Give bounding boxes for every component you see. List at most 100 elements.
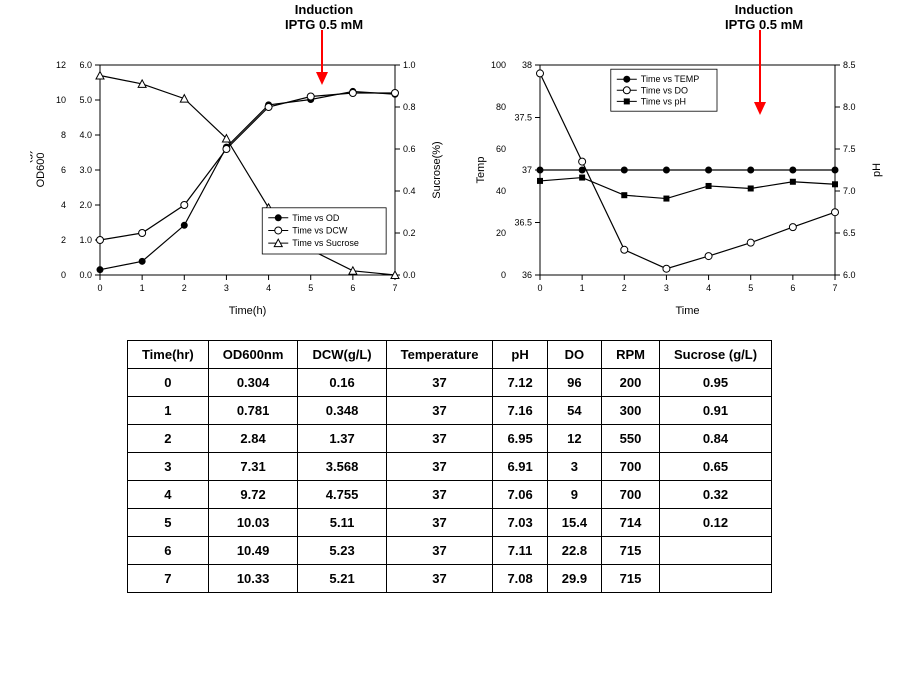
table-cell: 700 (602, 453, 660, 481)
table-cell: 0.91 (659, 397, 771, 425)
table-cell: 37 (386, 397, 493, 425)
svg-text:pH: pH (871, 163, 883, 177)
table-cell: 22.8 (547, 537, 601, 565)
svg-text:36: 36 (522, 270, 532, 280)
chart1-induction-arrow (312, 30, 332, 90)
table-header-cell: DCW(g/L) (298, 341, 386, 369)
table-cell: 37 (386, 369, 493, 397)
svg-text:0.8: 0.8 (403, 102, 416, 112)
svg-text:0.6: 0.6 (403, 144, 416, 154)
table-cell: 7.12 (493, 369, 547, 397)
svg-text:4: 4 (706, 283, 711, 293)
svg-text:100: 100 (491, 60, 506, 70)
svg-text:0: 0 (61, 270, 66, 280)
svg-text:2: 2 (182, 283, 187, 293)
chart2-induction-label: InductionIPTG 0.5 mM (725, 2, 803, 32)
table-cell: 12 (547, 425, 601, 453)
table-header-cell: RPM (602, 341, 660, 369)
svg-text:37: 37 (522, 165, 532, 175)
svg-text:6: 6 (61, 165, 66, 175)
table-row: 10.7810.348377.16543000.91 (127, 397, 771, 425)
svg-text:7.0: 7.0 (843, 186, 856, 196)
table-row: 710.335.21377.0829.9715 (127, 565, 771, 593)
table-cell: 715 (602, 537, 660, 565)
table-cell: 1.37 (298, 425, 386, 453)
table-body: 00.3040.16377.12962000.9510.7810.348377.… (127, 369, 771, 593)
table-cell: 7 (127, 565, 208, 593)
table-cell: 7.11 (493, 537, 547, 565)
table-cell: 10.03 (208, 509, 298, 537)
table-head: Time(hr)OD600nmDCW(g/L)TemperaturepHDORP… (127, 341, 771, 369)
table-cell: 0.781 (208, 397, 298, 425)
table-header-cell: DO (547, 341, 601, 369)
table-cell: 5.11 (298, 509, 386, 537)
table-cell: 15.4 (547, 509, 601, 537)
svg-text:7.5: 7.5 (843, 144, 856, 154)
table-cell: 54 (547, 397, 601, 425)
table-cell: 0.95 (659, 369, 771, 397)
table-cell: 7.03 (493, 509, 547, 537)
svg-text:7: 7 (832, 283, 837, 293)
svg-text:8.0: 8.0 (843, 102, 856, 112)
svg-text:2: 2 (622, 283, 627, 293)
svg-text:3: 3 (224, 283, 229, 293)
svg-text:2.0: 2.0 (79, 200, 92, 210)
table-cell: 2.84 (208, 425, 298, 453)
table-cell: 96 (547, 369, 601, 397)
table-cell: 7.16 (493, 397, 547, 425)
table-cell: 2 (127, 425, 208, 453)
svg-text:3.0: 3.0 (79, 165, 92, 175)
chart2-induction-arrow (750, 30, 770, 120)
svg-text:Time vs TEMP: Time vs TEMP (641, 74, 700, 84)
data-table: Time(hr)OD600nmDCW(g/L)TemperaturepHDORP… (127, 340, 772, 593)
table-cell: 37 (386, 425, 493, 453)
table-cell: 9.72 (208, 481, 298, 509)
svg-text:20: 20 (496, 228, 506, 238)
svg-text:12: 12 (56, 60, 66, 70)
svg-text:DCW(g): DCW(g) (30, 150, 33, 190)
chart1-induction-label: InductionIPTG 0.5 mM (285, 2, 363, 32)
svg-text:1: 1 (580, 283, 585, 293)
table-cell: 3.568 (298, 453, 386, 481)
svg-text:Time: Time (675, 305, 699, 317)
svg-text:5: 5 (748, 283, 753, 293)
table-cell: 550 (602, 425, 660, 453)
svg-text:80: 80 (496, 102, 506, 112)
svg-text:6: 6 (350, 283, 355, 293)
table-cell: 300 (602, 397, 660, 425)
svg-text:5.0: 5.0 (79, 95, 92, 105)
table-cell: 5 (127, 509, 208, 537)
svg-text:6: 6 (790, 283, 795, 293)
svg-text:4.0: 4.0 (79, 130, 92, 140)
table-cell: 9 (547, 481, 601, 509)
table-cell: 4.755 (298, 481, 386, 509)
svg-text:7: 7 (392, 283, 397, 293)
table-cell: 0.348 (298, 397, 386, 425)
svg-text:8: 8 (61, 130, 66, 140)
svg-text:0: 0 (537, 283, 542, 293)
chart1-block: InductionIPTG 0.5 mM 01234567Time(h)0.01… (30, 20, 450, 320)
table-row: 49.724.755377.0697000.32 (127, 481, 771, 509)
table-cell (659, 565, 771, 593)
svg-text:Time vs Sucrose: Time vs Sucrose (292, 238, 359, 248)
table-cell: 0 (127, 369, 208, 397)
svg-text:Time vs OD: Time vs OD (292, 213, 340, 223)
svg-text:40: 40 (496, 186, 506, 196)
table-cell: 37 (386, 537, 493, 565)
table-cell: 5.21 (298, 565, 386, 593)
table-cell: 7.06 (493, 481, 547, 509)
table-cell: 5.23 (298, 537, 386, 565)
table-cell: 700 (602, 481, 660, 509)
table-cell: 37 (386, 565, 493, 593)
table-cell: 3 (547, 453, 601, 481)
table-row: 00.3040.16377.12962000.95 (127, 369, 771, 397)
table-cell: 3 (127, 453, 208, 481)
svg-text:38: 38 (522, 60, 532, 70)
chart1: 01234567Time(h)0.01.02.03.04.05.06.0OD60… (30, 20, 450, 320)
svg-text:0: 0 (97, 283, 102, 293)
table-header-cell: Temperature (386, 341, 493, 369)
svg-text:Time vs pH: Time vs pH (641, 96, 686, 106)
svg-text:0.0: 0.0 (79, 270, 92, 280)
table-cell: 10.49 (208, 537, 298, 565)
svg-text:4: 4 (61, 200, 66, 210)
